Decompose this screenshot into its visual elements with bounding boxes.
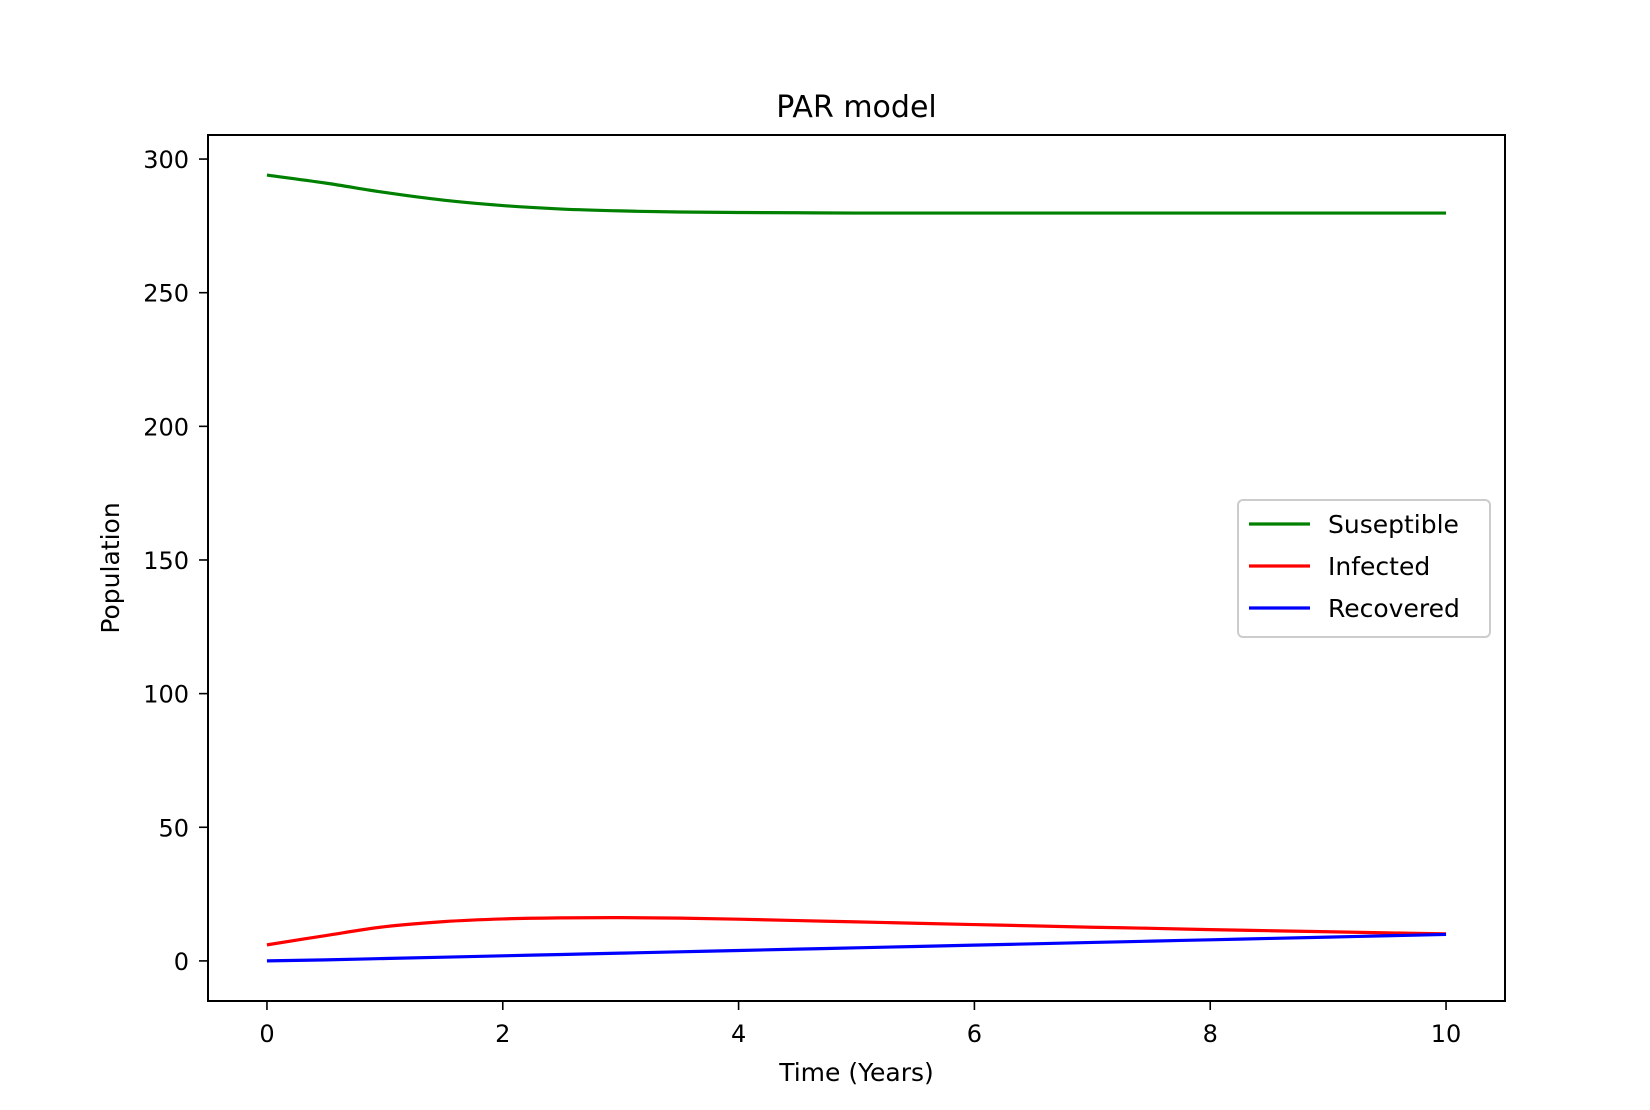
series-line-recovered — [266, 932, 1447, 963]
legend[interactable]: Suseptible Infected Recovered — [1237, 499, 1491, 638]
series-line-suseptible — [266, 173, 1447, 215]
y-tick-label: 250 — [143, 280, 189, 308]
y-tick-label: 200 — [143, 413, 189, 441]
y-tick-label: 300 — [143, 146, 189, 174]
series-layer — [266, 173, 1447, 963]
x-tick-label: 6 — [967, 1020, 982, 1048]
legend-box — [1237, 499, 1491, 638]
x-tick-label: 0 — [259, 1020, 274, 1048]
x-tick-label: 8 — [1203, 1020, 1218, 1048]
y-tick-label: 100 — [143, 681, 189, 709]
x-tick-label: 4 — [731, 1020, 746, 1048]
x-tick-label: 2 — [495, 1020, 510, 1048]
legend-label-infected: Infected — [1328, 552, 1430, 581]
y-axis: 0 50 100 150 200 250 300 — [143, 146, 208, 976]
legend-label-suseptible: Suseptible — [1328, 510, 1459, 539]
x-tick-label: 10 — [1431, 1020, 1462, 1048]
y-tick-label: 50 — [158, 814, 189, 842]
y-tick-label: 0 — [174, 948, 189, 976]
plot-frame — [207, 134, 1506, 1002]
series-line-infected — [266, 915, 1447, 947]
x-axis: 0 2 4 6 8 10 — [259, 1001, 1461, 1048]
y-tick-label: 150 — [143, 547, 189, 575]
chart-title: PAR model — [776, 90, 937, 125]
y-axis-label: Population — [96, 502, 125, 633]
legend-label-recovered: Recovered — [1328, 594, 1460, 623]
x-axis-label: Time (Years) — [778, 1058, 934, 1087]
